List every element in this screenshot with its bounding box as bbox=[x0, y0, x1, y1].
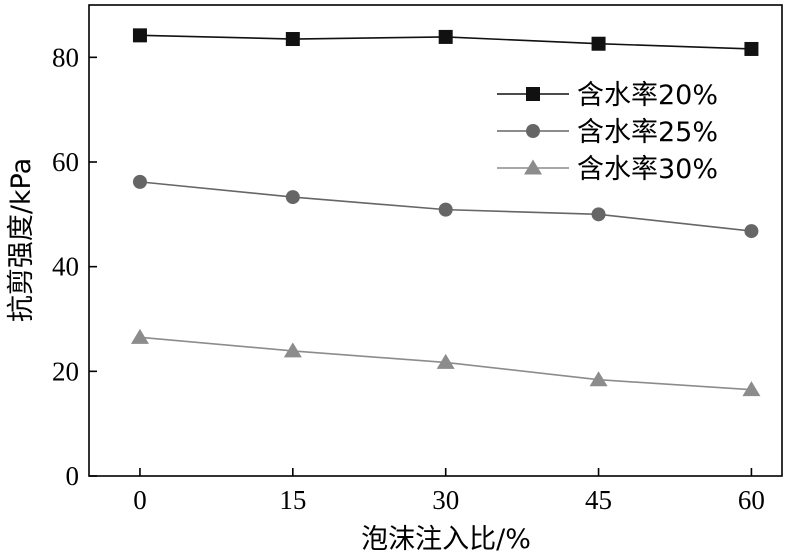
series-2-point-3 bbox=[591, 207, 606, 222]
series-1 bbox=[132, 28, 759, 56]
series-1-point-1 bbox=[285, 32, 300, 47]
y-axis-title: 抗剪强度/kPa bbox=[6, 158, 37, 322]
series-3-point-4 bbox=[742, 381, 761, 397]
series-3-point-3 bbox=[589, 371, 608, 387]
series-1-point-0 bbox=[132, 28, 147, 43]
series-3-point-0 bbox=[130, 328, 149, 344]
series-layer bbox=[130, 28, 761, 397]
series-1-point-2 bbox=[438, 29, 453, 44]
legend: 含水率20% 含水率25% 含水率30% bbox=[497, 80, 718, 185]
series-2-point-1 bbox=[285, 190, 300, 205]
y-tick-label-4: 80 bbox=[52, 42, 79, 72]
x-tick-label-3: 45 bbox=[585, 485, 612, 515]
series-3-point-2 bbox=[436, 353, 455, 369]
plot-frame bbox=[88, 4, 783, 477]
y-tick-label-0: 0 bbox=[66, 461, 80, 491]
legend-label-3: 含水率30% bbox=[577, 154, 718, 185]
legend-marker-2 bbox=[526, 124, 540, 138]
legend-label-2: 含水率25% bbox=[577, 117, 718, 148]
x-axis: 0 15 30 45 60 bbox=[133, 468, 765, 515]
legend-marker-1 bbox=[526, 87, 540, 101]
series-2-point-0 bbox=[132, 174, 147, 189]
series-2-point-2 bbox=[438, 202, 453, 217]
series-1-point-4 bbox=[744, 41, 759, 56]
y-axis: 0 20 40 60 80 bbox=[52, 42, 97, 491]
y-tick-label-3: 60 bbox=[52, 147, 79, 177]
x-axis-title: 泡沫注入比/% bbox=[361, 524, 531, 555]
y-tick-label-1: 20 bbox=[52, 356, 79, 386]
series-3-point-1 bbox=[283, 342, 302, 358]
y-tick-label-2: 40 bbox=[52, 252, 79, 282]
x-tick-label-0: 0 bbox=[133, 485, 147, 515]
x-tick-label-1: 15 bbox=[279, 485, 306, 515]
legend-marker-3 bbox=[524, 159, 542, 175]
legend-label-1: 含水率20% bbox=[577, 80, 718, 111]
x-tick-label-4: 60 bbox=[738, 485, 765, 515]
series-2-point-4 bbox=[744, 224, 759, 239]
x-tick-label-2: 30 bbox=[432, 485, 459, 515]
series-2 bbox=[132, 174, 759, 239]
series-3 bbox=[130, 328, 761, 397]
series-1-point-3 bbox=[591, 36, 606, 51]
